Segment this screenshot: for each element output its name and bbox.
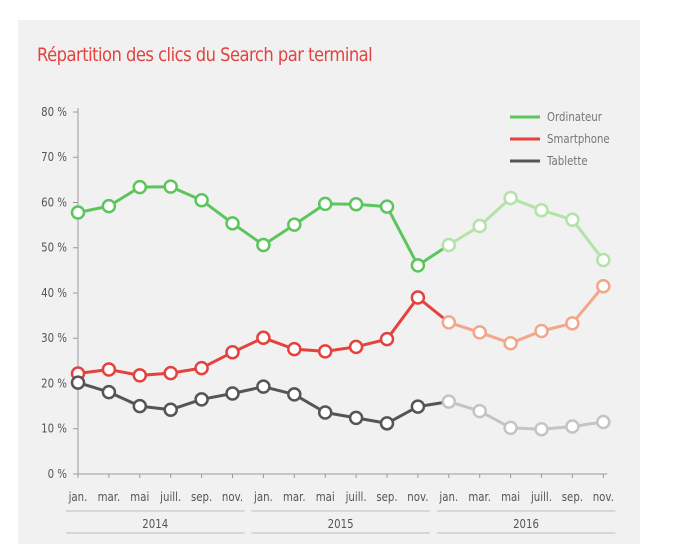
x-tick-label: nov. bbox=[407, 490, 428, 504]
data-point-tablette bbox=[379, 416, 395, 431]
data-point-ordinateur bbox=[348, 197, 364, 212]
data-point-smartphone bbox=[287, 341, 302, 357]
legend-label: Smartphone bbox=[547, 132, 610, 146]
series-line-faded-tablette bbox=[448, 400, 604, 431]
data-point-tablette bbox=[472, 403, 487, 419]
x-tick-label: sep. bbox=[376, 490, 397, 504]
data-point-tablette bbox=[256, 379, 271, 394]
data-point-smartphone bbox=[256, 330, 271, 346]
data-point-tablette bbox=[225, 386, 240, 401]
data-point-ordinateur bbox=[287, 217, 302, 232]
legend-label: Ordinateur bbox=[547, 110, 602, 124]
chart-title: Répartition des clics du Search par term… bbox=[37, 44, 373, 66]
x-tick-label: juill. bbox=[159, 490, 181, 504]
data-point-smartphone bbox=[225, 345, 240, 360]
x-tick-label: mar. bbox=[283, 490, 306, 504]
data-point-smartphone bbox=[194, 360, 209, 376]
data-point-ordinateur bbox=[163, 179, 178, 194]
data-point-ordinateur bbox=[194, 192, 209, 208]
x-tick-label: sep. bbox=[191, 490, 212, 504]
x-tick-label: mar. bbox=[468, 490, 491, 504]
data-point-tablette bbox=[101, 384, 117, 400]
data-point-ordinateur bbox=[317, 196, 333, 212]
x-tick-label: nov. bbox=[222, 490, 243, 504]
data-point-tablette bbox=[287, 387, 302, 402]
x-tick-label: nov. bbox=[593, 490, 614, 504]
data-point-ordinateur bbox=[101, 198, 117, 214]
data-point-tablette bbox=[132, 398, 148, 414]
x-tick-label: jan. bbox=[253, 490, 273, 504]
series-line-ordinateur bbox=[77, 185, 450, 267]
year-label: 2014 bbox=[142, 517, 168, 531]
data-point-smartphone bbox=[132, 368, 148, 383]
year-label: 2015 bbox=[328, 517, 354, 531]
data-point-tablette bbox=[441, 394, 457, 409]
x-tick-label: mai bbox=[316, 490, 335, 504]
data-point-smartphone bbox=[534, 323, 549, 339]
data-point-ordinateur bbox=[132, 179, 148, 195]
data-point-tablette bbox=[534, 421, 549, 437]
data-point-ordinateur bbox=[565, 212, 580, 227]
data-point-tablette bbox=[410, 399, 426, 414]
x-tick-label: mai bbox=[501, 490, 520, 504]
data-point-smartphone bbox=[472, 325, 487, 340]
data-point-tablette bbox=[503, 420, 518, 436]
y-tick-label: 30 % bbox=[41, 331, 67, 345]
y-tick-label: 50 % bbox=[41, 241, 67, 255]
data-point-tablette bbox=[163, 402, 178, 417]
data-point-smartphone bbox=[503, 335, 518, 351]
data-point-tablette bbox=[596, 414, 611, 430]
data-point-ordinateur bbox=[472, 218, 487, 234]
data-point-tablette bbox=[348, 410, 364, 426]
year-label: 2016 bbox=[513, 517, 539, 531]
y-tick-label: 60 % bbox=[41, 196, 67, 210]
legend-label: Tablette bbox=[546, 154, 588, 168]
x-tick-label: mar. bbox=[98, 490, 121, 504]
data-point-smartphone bbox=[163, 365, 178, 381]
data-point-tablette bbox=[317, 405, 333, 420]
data-point-ordinateur bbox=[410, 258, 426, 273]
x-tick-label: juill. bbox=[345, 490, 367, 504]
x-tick-label: jan. bbox=[68, 490, 88, 504]
data-point-ordinateur bbox=[596, 252, 611, 268]
data-point-smartphone bbox=[317, 344, 333, 359]
data-point-ordinateur bbox=[503, 190, 518, 206]
data-point-ordinateur bbox=[70, 205, 86, 220]
x-tick-label: jan. bbox=[438, 490, 458, 504]
data-point-ordinateur bbox=[379, 199, 395, 214]
data-point-smartphone bbox=[101, 362, 117, 377]
x-tick-label: juill. bbox=[530, 490, 552, 504]
data-point-smartphone bbox=[441, 315, 457, 330]
data-point-smartphone bbox=[565, 316, 580, 331]
y-tick-label: 10 % bbox=[41, 422, 67, 436]
y-tick-label: 0 % bbox=[48, 467, 67, 481]
data-point-ordinateur bbox=[256, 237, 271, 253]
y-tick-label: 20 % bbox=[41, 377, 67, 391]
data-point-tablette bbox=[565, 419, 580, 434]
chart-card bbox=[18, 20, 640, 544]
data-point-tablette bbox=[70, 375, 86, 390]
data-point-ordinateur bbox=[225, 216, 240, 231]
y-tick-label: 40 % bbox=[41, 286, 67, 300]
series-line-faded-ordinateur bbox=[448, 196, 605, 261]
x-tick-label: mai bbox=[130, 490, 149, 504]
y-tick-label: 80 % bbox=[41, 105, 67, 119]
data-point-smartphone bbox=[348, 339, 364, 355]
data-point-smartphone bbox=[410, 290, 426, 305]
y-tick-label: 70 % bbox=[41, 150, 67, 164]
data-point-ordinateur bbox=[441, 237, 457, 253]
data-point-smartphone bbox=[596, 278, 611, 294]
data-point-tablette bbox=[194, 392, 209, 407]
series-line-faded-smartphone bbox=[448, 285, 605, 345]
x-tick-label: sep. bbox=[562, 490, 583, 504]
data-point-ordinateur bbox=[534, 202, 549, 218]
data-point-smartphone bbox=[379, 331, 395, 347]
